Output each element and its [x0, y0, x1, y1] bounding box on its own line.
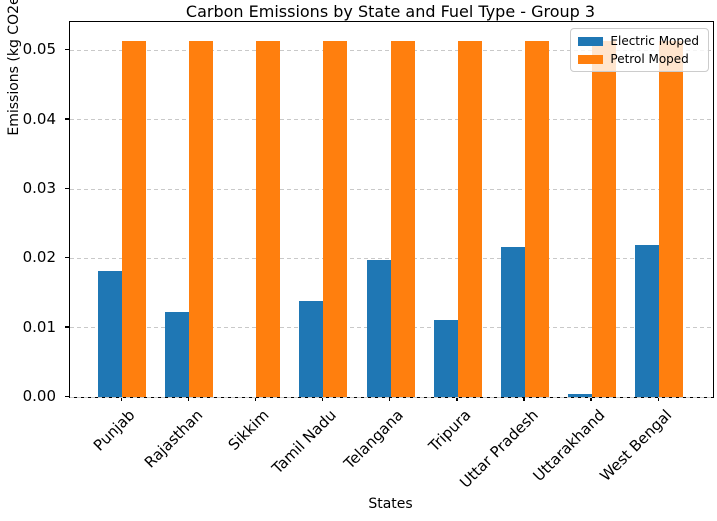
- x-tick-label-sikkim: Sikkim: [225, 406, 273, 454]
- x-tick-mark: [187, 397, 190, 401]
- legend-label: Petrol Moped: [610, 52, 689, 66]
- bar-electric-moped-uttarakhand: [567, 393, 592, 397]
- legend: Electric Moped Petrol Moped: [570, 28, 709, 72]
- x-tick-mark: [254, 397, 257, 401]
- y-tick-label-0.03: 0.03: [22, 179, 56, 198]
- bar-electric-moped-rajasthan: [165, 312, 190, 397]
- legend-label: Electric Moped: [610, 34, 699, 48]
- bar-petrol-moped-rajasthan: [189, 41, 214, 397]
- x-tick-label-west-bengal: West Bengal: [596, 406, 676, 485]
- bar-electric-moped-uttar-pradesh: [500, 246, 525, 397]
- y-tick-label-0.01: 0.01: [22, 317, 56, 336]
- x-tick-mark: [120, 397, 122, 401]
- y-tick-mark: [65, 48, 69, 51]
- y-tick-mark: [65, 395, 69, 397]
- bar-petrol-moped-sikkim: [256, 41, 281, 397]
- x-tick-label-punjab: Punjab: [90, 406, 139, 455]
- bar-electric-moped-tamil-nadu: [299, 300, 324, 397]
- x-tick-mark: [657, 397, 659, 401]
- y-tick-mark: [65, 326, 69, 328]
- bar-petrol-moped-telangana: [390, 41, 415, 397]
- legend-swatch-icon: [578, 36, 604, 46]
- legend-item-electric-moped: Electric Moped: [578, 34, 699, 48]
- plot-area: Electric Moped Petrol Moped: [69, 21, 714, 398]
- x-tick-mark: [456, 397, 458, 401]
- y-tick-mark: [65, 187, 69, 189]
- bar-electric-moped-telangana: [366, 259, 391, 397]
- legend-item-petrol-moped: Petrol Moped: [578, 52, 699, 66]
- y-tick-label-0.04: 0.04: [22, 109, 56, 128]
- x-tick-mark: [590, 397, 592, 401]
- bar-petrol-moped-uttarakhand: [591, 41, 616, 397]
- y-tick-label-0.00: 0.00: [22, 387, 56, 405]
- gridline-y-0.00: [70, 396, 713, 398]
- x-axis-label: States: [368, 496, 413, 512]
- chart-title: Carbon Emissions by State and Fuel Type …: [185, 2, 596, 21]
- legend-swatch-icon: [578, 54, 604, 64]
- y-tick-label-0.05: 0.05: [22, 40, 56, 59]
- bar-electric-moped-punjab: [98, 270, 122, 397]
- bar-petrol-moped-tripura: [457, 41, 482, 397]
- x-tick-mark: [389, 397, 391, 401]
- y-tick-label-0.02: 0.02: [22, 248, 56, 267]
- bar-petrol-moped-west-bengal: [659, 41, 683, 397]
- y-tick-mark: [65, 118, 69, 120]
- x-tick-mark: [523, 397, 525, 401]
- bar-petrol-moped-tamil-nadu: [323, 41, 348, 397]
- bar-petrol-moped-punjab: [122, 41, 146, 397]
- bar-electric-moped-west-bengal: [635, 244, 659, 397]
- x-tick-label-tripura: Tripura: [425, 406, 475, 456]
- bar-electric-moped-tripura: [433, 320, 458, 397]
- x-tick-label-rajasthan: Rajasthan: [140, 406, 206, 472]
- bar-petrol-moped-uttar-pradesh: [524, 41, 549, 397]
- y-tick-mark: [65, 256, 69, 259]
- x-tick-label-tamil-nadu: Tamil Nadu: [268, 406, 341, 478]
- x-tick-mark: [321, 397, 324, 401]
- x-tick-label-telangana: Telangana: [340, 406, 408, 473]
